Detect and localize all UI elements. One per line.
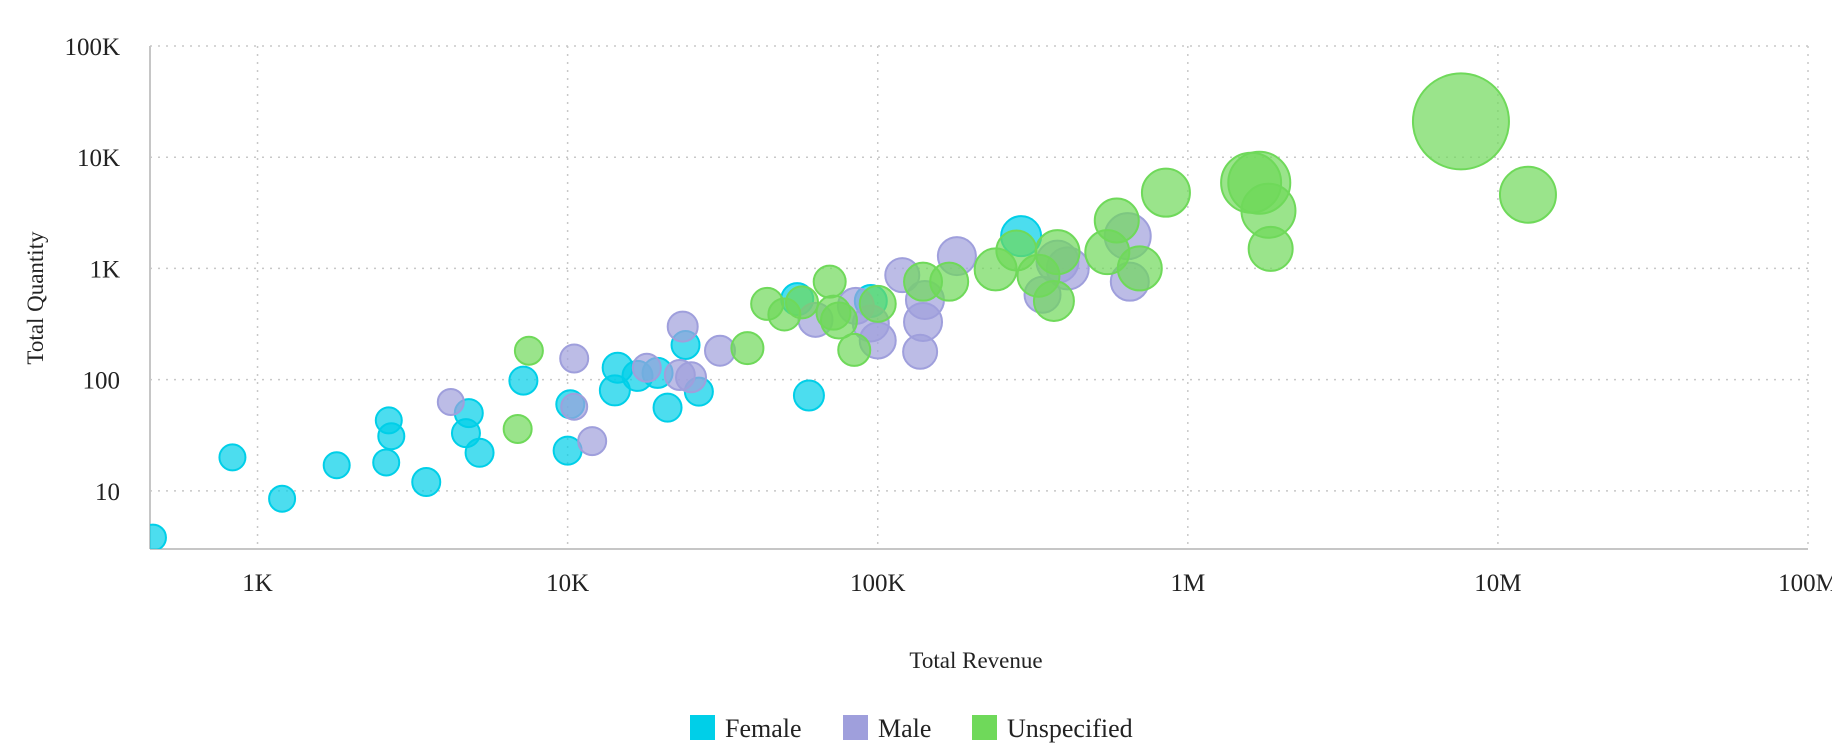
legend-swatch-unspecified — [972, 715, 997, 740]
bubble-unspecified[interactable] — [1093, 197, 1140, 244]
y-tick-label: 100 — [83, 368, 121, 395]
bubble-male[interactable] — [666, 310, 699, 343]
bubble-female[interactable] — [218, 443, 247, 472]
bubble-unspecified[interactable] — [1247, 225, 1294, 272]
bubble-unspecified[interactable] — [929, 261, 970, 302]
bubble-unspecified[interactable] — [812, 264, 847, 299]
bubble-unspecified[interactable] — [1032, 279, 1075, 322]
bubble-unspecified[interactable] — [858, 284, 897, 323]
bubble-male[interactable] — [559, 343, 590, 374]
legend-swatch-female — [690, 715, 715, 740]
bubble-male[interactable] — [675, 361, 708, 394]
x-tick-label: 1K — [242, 570, 273, 597]
legend-swatch-male — [843, 715, 868, 740]
axis-layer — [149, 46, 1808, 550]
bubble-unspecified[interactable] — [502, 413, 533, 444]
bubble-male[interactable] — [436, 387, 465, 416]
bubble-unspecified[interactable] — [1034, 229, 1081, 276]
bubble-male[interactable] — [577, 426, 608, 457]
grid-layer — [150, 45, 1809, 549]
legend: Female Male Unspecified — [690, 714, 1133, 743]
bubble-unspecified[interactable] — [513, 335, 544, 366]
bubble-unspecified[interactable] — [837, 332, 872, 367]
bubble-female[interactable] — [268, 484, 297, 513]
legend-label-male: Male — [878, 714, 931, 743]
legend-label-unspecified: Unspecified — [1007, 714, 1133, 743]
bubble-layer — [140, 72, 1557, 551]
bubble-male[interactable] — [703, 334, 736, 367]
bubble-female[interactable] — [322, 451, 351, 480]
bubble-female[interactable] — [652, 392, 683, 423]
bubble-female[interactable] — [140, 523, 167, 551]
x-tick-label: 100M — [1778, 570, 1832, 597]
bubble-unspecified[interactable] — [1498, 165, 1557, 224]
legend-label-female: Female — [725, 714, 802, 743]
tick-label-layer: 1K 10K 100K 1M 10M 100M 10 100 1K 10K 100K — [64, 34, 1832, 597]
y-tick-label: 100K — [64, 34, 120, 61]
legend-item-female[interactable]: Female — [690, 714, 802, 743]
y-tick-label: 10 — [95, 479, 120, 506]
y-tick-label: 1K — [89, 256, 120, 283]
y-axis-title: Total Quantity — [23, 231, 48, 365]
x-axis-title: Total Revenue — [909, 648, 1042, 673]
bubble-unspecified[interactable] — [1411, 72, 1510, 171]
bubble-female[interactable] — [508, 365, 539, 396]
bubble-unspecified[interactable] — [730, 331, 765, 366]
bubble-unspecified[interactable] — [819, 301, 858, 340]
bubble-male[interactable] — [560, 392, 589, 421]
bubble-unspecified[interactable] — [785, 285, 820, 320]
bubble-unspecified[interactable] — [1116, 245, 1163, 292]
x-tick-label: 10K — [546, 570, 589, 597]
legend-item-male[interactable]: Male — [843, 714, 931, 743]
y-tick-label: 10K — [77, 145, 120, 172]
bubble-unspecified[interactable] — [1140, 167, 1191, 218]
bubble-female[interactable] — [372, 448, 401, 477]
bubble-female[interactable] — [374, 406, 403, 435]
bubble-male[interactable] — [631, 352, 662, 383]
bubble-female[interactable] — [411, 467, 442, 498]
legend-item-unspecified[interactable]: Unspecified — [972, 714, 1133, 743]
x-tick-label: 100K — [850, 570, 906, 597]
x-tick-label: 1M — [1170, 570, 1205, 597]
bubble-female[interactable] — [464, 437, 495, 468]
bubble-female[interactable] — [792, 379, 825, 412]
x-tick-label: 10M — [1474, 570, 1521, 597]
